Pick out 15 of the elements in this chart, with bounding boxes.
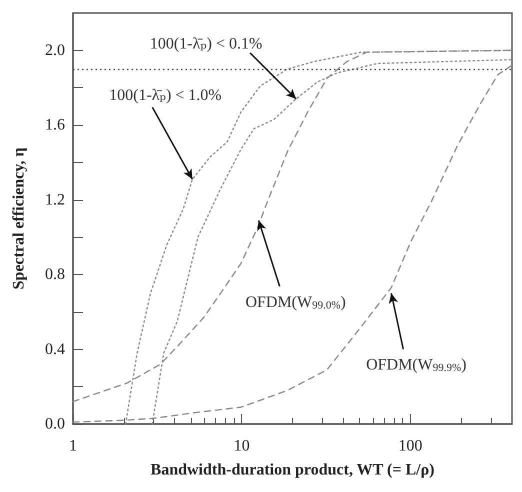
y-tick-label: 2.0	[45, 42, 65, 59]
annotation: OFDM(W99.0%)	[245, 294, 346, 312]
annotation: OFDM(W99.9%)	[366, 356, 466, 374]
y-tick-label: 1.6	[45, 116, 65, 134]
x-tick-label: 10	[234, 438, 250, 454]
x-tick-label: 1	[69, 438, 77, 454]
annotation: 100(1-λ̄ₚ) < 1.0%	[109, 86, 222, 104]
x-tick-label: 100	[398, 438, 422, 454]
y-axis-title: Spectral efficiency, η	[10, 148, 28, 290]
y-tick-label: 0.4	[45, 340, 65, 358]
y-tick-label: 0.0	[45, 416, 65, 432]
y-tick-label: 1.2	[45, 191, 65, 208]
y-tick-label: 0.8	[45, 266, 65, 284]
annotation: 100(1-λ̄ₚ) < 0.1%	[150, 35, 262, 52]
x-axis-title: Bandwidth-duration product, WT (= L/ρ)	[150, 462, 434, 478]
